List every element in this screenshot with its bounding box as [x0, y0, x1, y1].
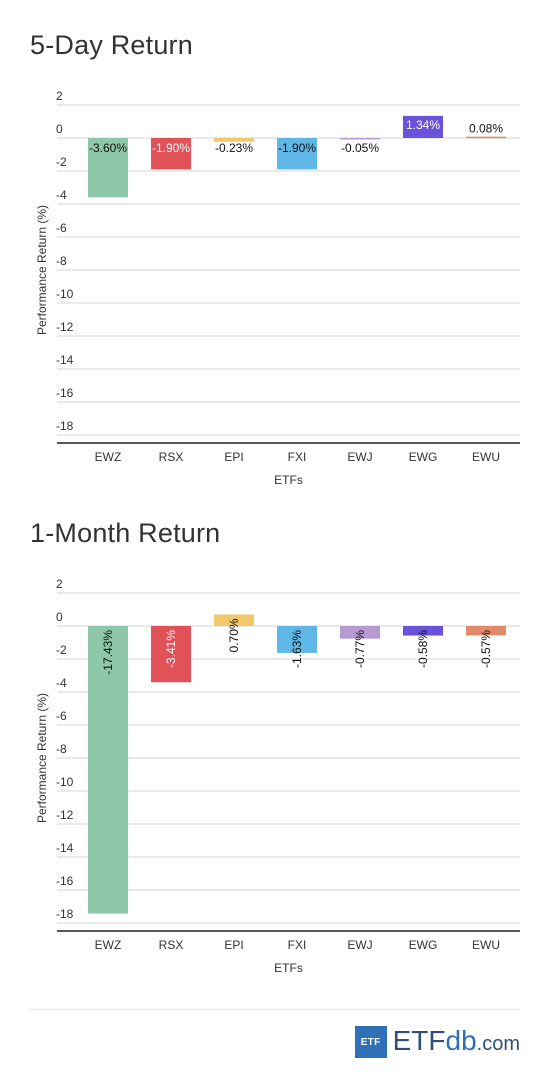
etfdb-logo[interactable]: ETF ETFdb.com — [354, 1025, 520, 1060]
x-tick-label: EWJ — [347, 938, 372, 952]
data-label: -0.58% — [416, 630, 430, 668]
x-tick-label: EWU — [472, 938, 500, 952]
y-axis-label: Performance Return (%) — [35, 693, 49, 823]
y-tick-label: 0 — [56, 122, 63, 136]
bar-epi — [214, 614, 254, 626]
x-axis-label: ETFs — [274, 473, 303, 487]
data-label: -1.63% — [290, 630, 304, 668]
data-label: -3.41% — [164, 630, 178, 668]
data-label: 0.70% — [227, 618, 241, 652]
logo-com: .com — [476, 1032, 520, 1055]
data-label: -0.57% — [479, 630, 493, 668]
x-axis-label: ETFs — [274, 961, 303, 975]
y-tick-label: -10 — [56, 775, 74, 789]
logo-main: ETF — [392, 1024, 446, 1056]
y-tick-label: -6 — [56, 221, 67, 235]
x-tick-label: EWZ — [95, 450, 122, 464]
y-tick-label: -8 — [56, 742, 67, 756]
bar-fxi — [277, 138, 317, 170]
data-label: -0.77% — [353, 630, 367, 668]
bar-ewz — [88, 626, 128, 914]
data-label: -0.23% — [215, 141, 253, 155]
y-tick-label: -6 — [56, 709, 67, 723]
data-label: 1.34% — [406, 118, 440, 132]
data-label: 0.08% — [469, 122, 503, 136]
y-tick-label: -10 — [56, 287, 74, 301]
bar-ewg — [403, 115, 443, 138]
chart-title: 5-Day Return — [30, 30, 193, 60]
x-tick-label: EWU — [472, 450, 500, 464]
y-tick-label: -18 — [56, 419, 74, 433]
bar-fxi — [277, 626, 317, 653]
x-tick-label: RSX — [159, 938, 184, 952]
y-tick-label: 0 — [56, 610, 63, 624]
x-tick-label: FXI — [288, 450, 307, 464]
y-tick-label: 2 — [56, 89, 63, 103]
y-tick-label: -14 — [56, 841, 74, 855]
y-tick-label: 2 — [56, 577, 63, 591]
y-axis-label: Performance Return (%) — [35, 205, 49, 335]
x-tick-label: RSX — [159, 450, 184, 464]
y-tick-label: -14 — [56, 353, 74, 367]
x-tick-label: FXI — [288, 938, 307, 952]
bar-ewu — [466, 136, 506, 139]
data-label: -0.05% — [341, 141, 379, 155]
data-label: -1.90% — [152, 141, 190, 155]
data-label: -3.60% — [89, 141, 127, 155]
y-tick-label: -12 — [56, 320, 74, 334]
bar-rsx — [151, 138, 191, 170]
y-tick-label: -12 — [56, 808, 74, 822]
data-label: -17.43% — [101, 630, 115, 675]
chart-5-day-svg: 2 0 -2 -4 -6 -8 -10 -12 -14 -16 -18 Performance Ret… — [35, 89, 520, 487]
bar-rsx — [151, 626, 191, 683]
bar-ewj — [340, 626, 380, 639]
x-tick-label: EPI — [224, 450, 243, 464]
y-tick-label: -16 — [56, 874, 74, 888]
logo-badge: ETF — [354, 1026, 387, 1058]
bar-ewg — [403, 626, 443, 636]
bar-epi — [214, 138, 254, 142]
y-tick-label: -2 — [56, 643, 67, 657]
chart-title: 1-Month Return — [30, 518, 221, 548]
x-tick-label: EPI — [224, 938, 243, 952]
bar-ewz — [88, 138, 128, 198]
x-tick-label: EWG — [409, 450, 438, 464]
x-tick-label: EWG — [409, 938, 438, 952]
x-tick-label: EWZ — [95, 938, 122, 952]
logo-wordmark: ETFdb.com — [393, 1025, 520, 1060]
y-tick-label: -4 — [56, 676, 67, 690]
y-tick-label: -16 — [56, 386, 74, 400]
y-tick-label: -4 — [56, 188, 67, 202]
chart-1-month-svg: 2 0 -2 -4 -6 -8 -10 -12 -14 -16 -18 Performance Ret… — [35, 577, 520, 975]
bar-ewj — [340, 138, 380, 140]
bar-ewu — [466, 626, 506, 636]
y-tick-label: -2 — [56, 155, 67, 169]
y-tick-label: -8 — [56, 254, 67, 268]
footer-divider — [30, 1009, 520, 1010]
logo-db: db — [445, 1024, 477, 1056]
y-tick-label: -18 — [56, 907, 74, 921]
data-label: -1.90% — [278, 141, 316, 155]
x-tick-label: EWJ — [347, 450, 372, 464]
